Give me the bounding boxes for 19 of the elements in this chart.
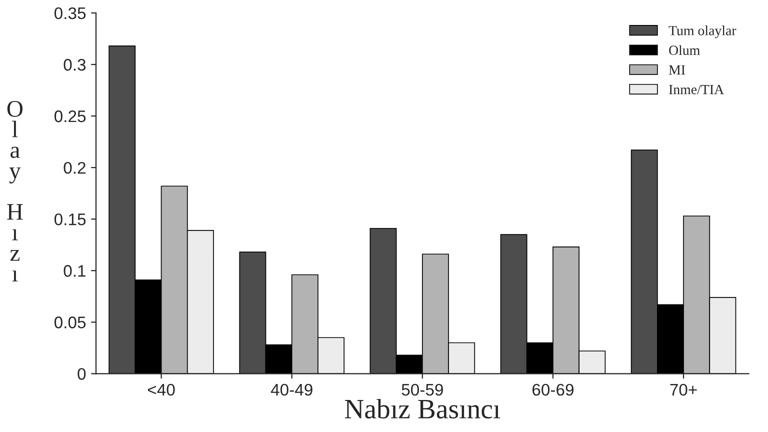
legend-label: Inme/TIA [669, 84, 724, 94]
x-tick-label: 60-69 [532, 384, 574, 396]
x-tick-label: 50-59 [402, 384, 443, 396]
y-tick-label: 0 [78, 368, 86, 380]
y-tick-label: 0.05 [54, 316, 86, 328]
y-axis-title: Olay Hızı [7, 100, 23, 282]
legend-label: Olum [669, 45, 700, 55]
y-tick-label: 0.1 [64, 265, 86, 277]
x-tick-label: <40 [148, 384, 175, 396]
x-axis-title: Nabız Basıncı [344, 398, 500, 418]
y-tick-label: 0.2 [64, 162, 86, 174]
x-tick-label: 70+ [670, 384, 697, 396]
y-tick-label: 0.15 [54, 213, 86, 226]
x-tick-label: 40-49 [270, 384, 312, 396]
legend-label: Tum olaylar [668, 26, 736, 38]
y-tick-label: 0.3 [64, 58, 86, 71]
y-tick-label: 0.25 [54, 110, 86, 122]
y-tick-label: 0.35 [54, 7, 86, 20]
legend-label: MI [668, 65, 686, 74]
